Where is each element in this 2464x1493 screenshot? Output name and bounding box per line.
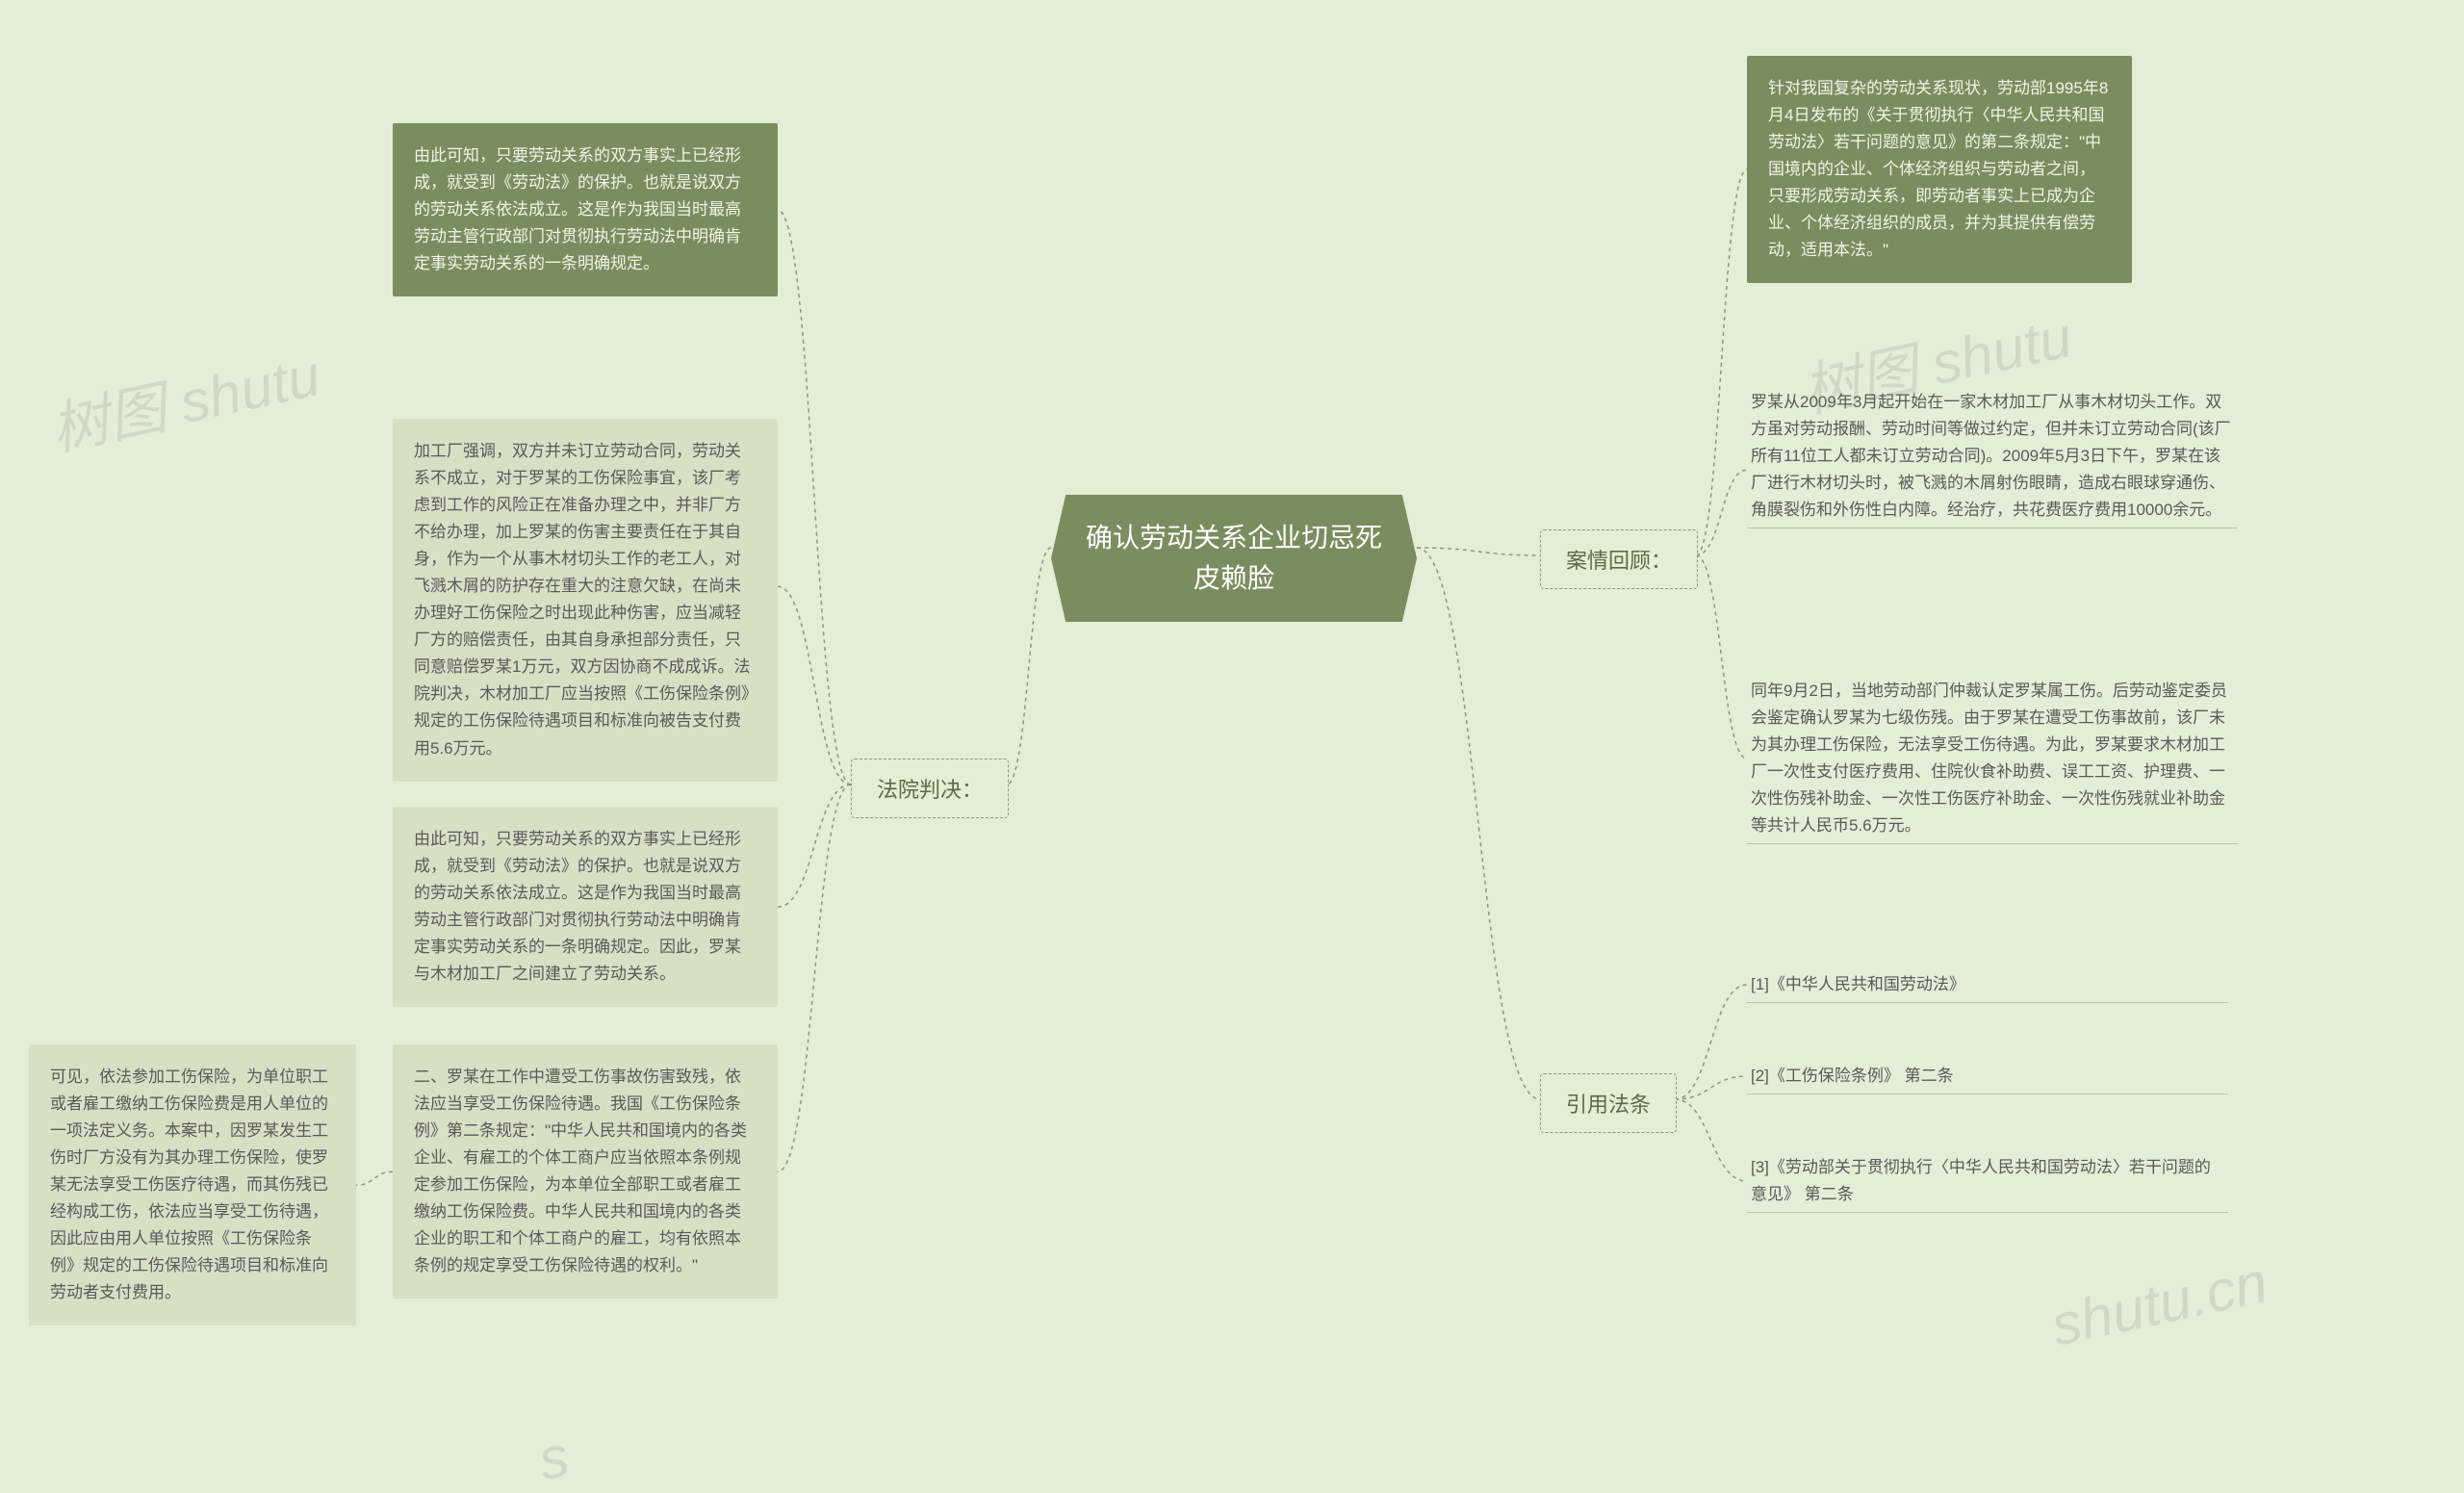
branch-case-review: 案情回顾： — [1540, 529, 1698, 589]
leaf-court-judgment-3: 二、罗某在工作中遭受工伤事故伤害致残，依法应当享受工伤保险待遇。我国《工伤保险条… — [393, 1044, 778, 1299]
leaf-court-judgment-2: 由此可知，只要劳动关系的双方事实上已经形成，就受到《劳动法》的保护。也就是说双方… — [393, 807, 778, 1007]
leaf-court-judgment-3-sub: 可见，依法参加工伤保险，为单位职工或者雇工缴纳工伤保险费是用人单位的一项法定义务… — [29, 1044, 356, 1326]
leaf-court-judgment-0: 由此可知，只要劳动关系的双方事实上已经形成，就受到《劳动法》的保护。也就是说双方… — [393, 123, 778, 296]
leaf-case-review-2: 同年9月2日，当地劳动部门仲裁认定罗某属工伤。后劳动鉴定委员会鉴定确认罗某为七级… — [1747, 674, 2238, 844]
leaf-cited-articles-2: [3]《劳动部关于贯彻执行〈中华人民共和国劳动法〉若干问题的意见》 第二条 — [1747, 1150, 2228, 1213]
branch-cited-articles: 引用法条 — [1540, 1073, 1677, 1133]
leaf-case-review-0: 针对我国复杂的劳动关系现状，劳动部1995年8月4日发布的《关于贯彻执行〈中华人… — [1747, 56, 2132, 283]
branch-court-judgment: 法院判决： — [851, 759, 1009, 818]
leaf-court-judgment-1: 加工厂强调，双方并未订立劳动合同，劳动关系不成立，对于罗某的工伤保险事宜，该厂考… — [393, 419, 778, 782]
root-title-line1: 确认劳动关系企业切忌死 — [1086, 523, 1382, 553]
watermark: s — [532, 1423, 575, 1493]
leaf-cited-articles-0: [1]《中华人民共和国劳动法》 — [1747, 967, 2228, 1003]
root-title-line2: 皮赖脸 — [1194, 563, 1274, 593]
watermark: shutu.cn — [2045, 1248, 2272, 1359]
leaf-cited-articles-1: [2]《工伤保险条例》 第二条 — [1747, 1059, 2228, 1094]
root-node: 确认劳动关系企业切忌死 皮赖脸 — [1051, 495, 1417, 622]
watermark: 树图 shutu — [42, 328, 326, 467]
leaf-case-review-1: 罗某从2009年3月起开始在一家木材加工厂从事木材切头工作。双方虽对劳动报酬、劳… — [1747, 385, 2238, 528]
